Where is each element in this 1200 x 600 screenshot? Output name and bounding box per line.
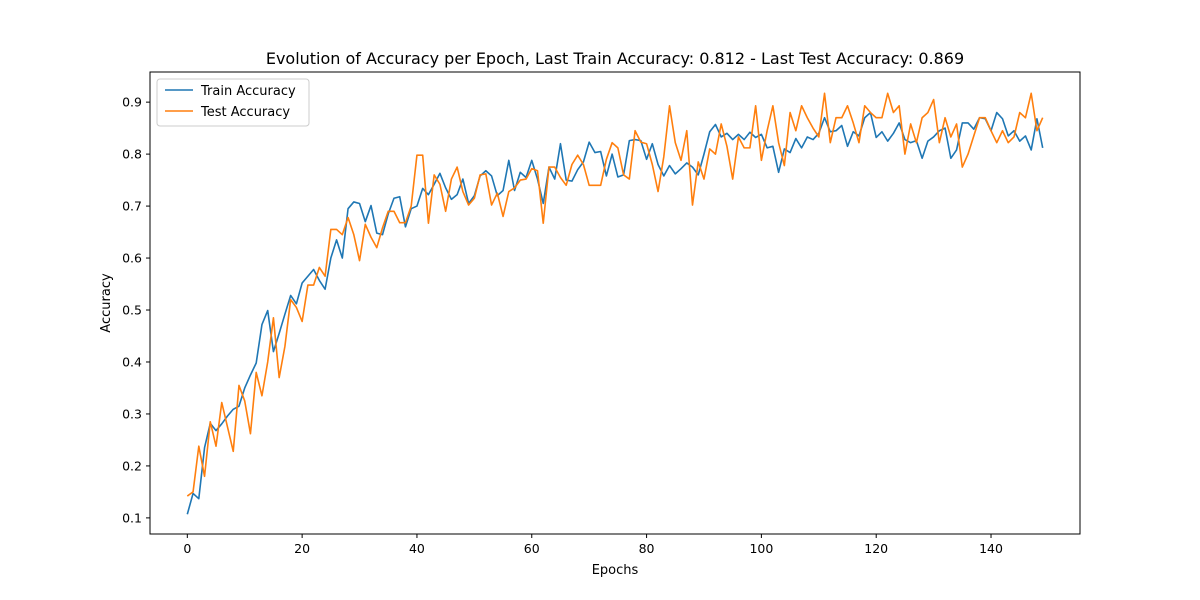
legend-train-label: Train Accuracy xyxy=(200,84,296,99)
x-tick-label: 100 xyxy=(749,541,773,556)
legend-box xyxy=(156,78,310,127)
test-accuracy-line xyxy=(186,92,1044,497)
legend: Train Accuracy Test Accuracy xyxy=(156,78,310,127)
y-tick-label: 0.4 xyxy=(122,354,142,369)
y-tick-label: 0.6 xyxy=(122,251,142,266)
x-tick-label: 80 xyxy=(639,541,655,556)
legend-test-label: Test Accuracy xyxy=(200,105,290,120)
y-tick-label: 0.7 xyxy=(122,199,142,214)
y-tick-label: 0.8 xyxy=(122,147,142,162)
y-tick-label: 0.1 xyxy=(122,510,142,525)
x-tick-label: 60 xyxy=(524,541,540,556)
x-tick-label: 0 xyxy=(183,541,191,556)
plot-frame xyxy=(149,71,1081,535)
x-tick-label: 120 xyxy=(864,541,888,556)
y-tick-label: 0.3 xyxy=(122,406,142,421)
x-axis-label: Epochs xyxy=(592,563,639,578)
x-tick-label: 40 xyxy=(409,541,425,556)
y-tick-label: 0.2 xyxy=(122,458,142,473)
plot-area xyxy=(149,71,1081,535)
y-tick-label: 0.5 xyxy=(122,303,142,318)
y-axis-label: Accuracy xyxy=(99,273,114,333)
x-tick-label: 140 xyxy=(979,541,1003,556)
y-axis: 0.1 0.2 0.3 0.4 0.5 0.6 0.7 0.8 0.9 xyxy=(122,95,150,525)
y-tick-label: 0.9 xyxy=(122,95,142,110)
series-group xyxy=(186,92,1044,515)
x-tick-label: 20 xyxy=(294,541,310,556)
x-axis: 0 20 40 60 80 100 120 140 xyxy=(183,534,1003,556)
train-accuracy-line xyxy=(186,111,1044,515)
chart-title: Evolution of Accuracy per Epoch, Last Tr… xyxy=(266,49,964,68)
